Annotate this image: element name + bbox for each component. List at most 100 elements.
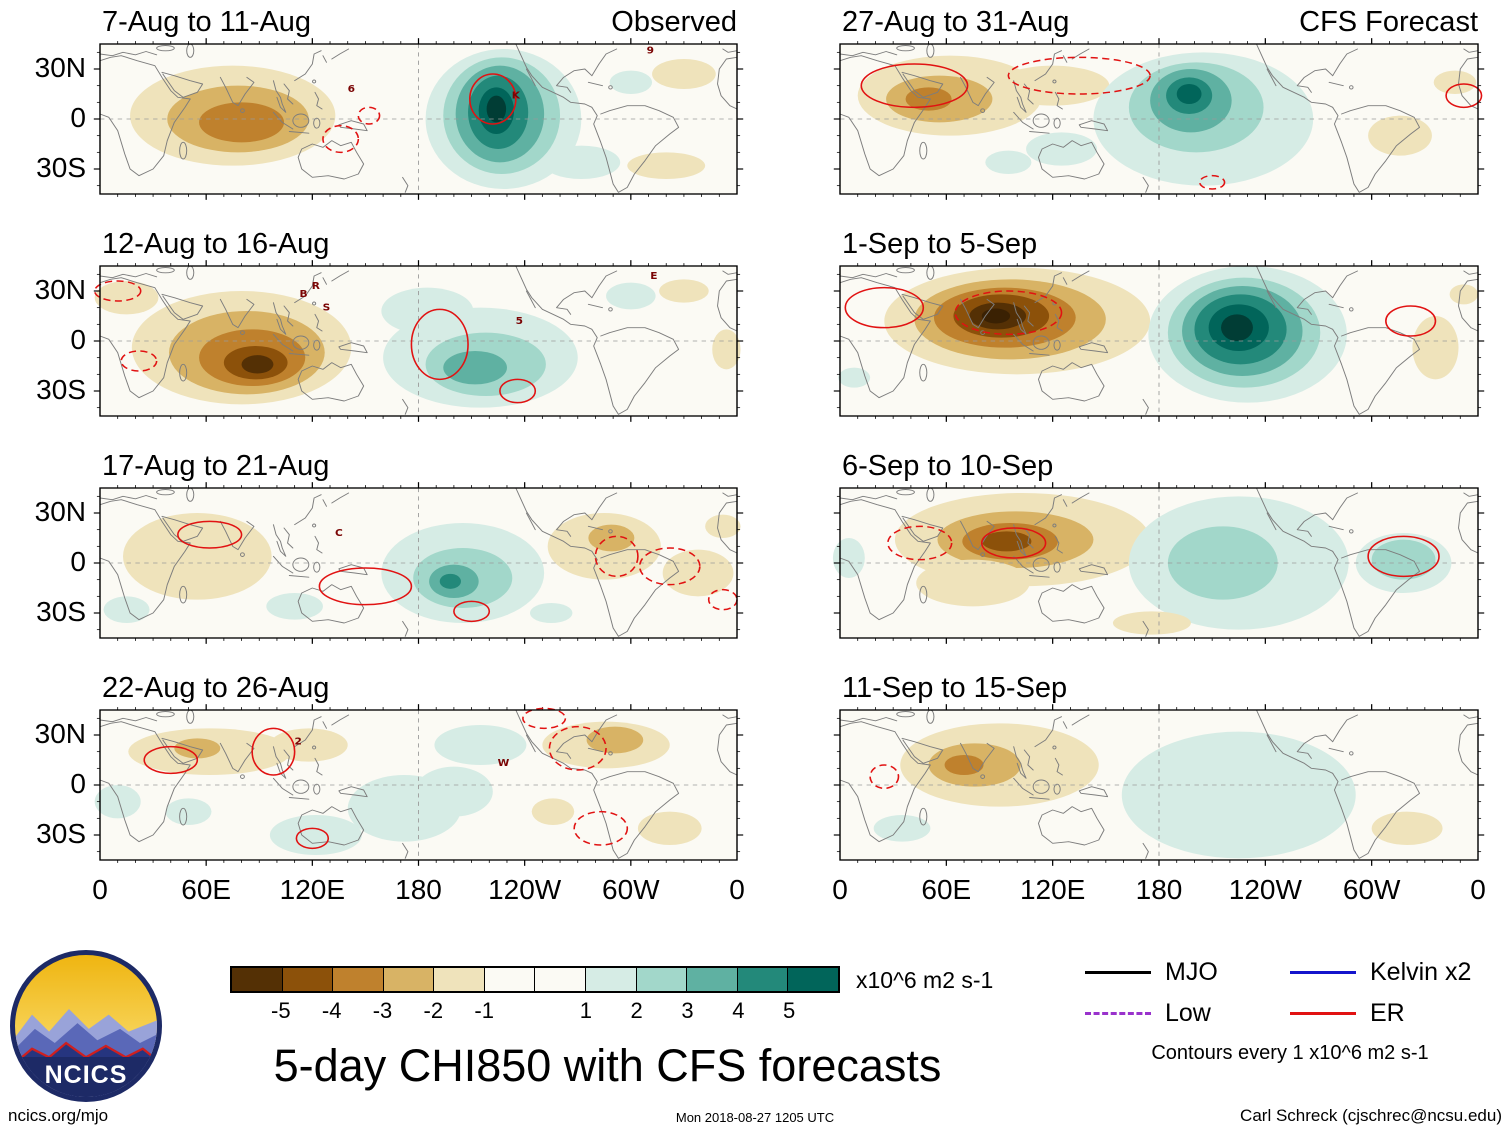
y-tick-label: 30S [36,596,86,627]
column-header-observed: Observed [611,6,737,38]
x-tick-label: 0 [832,874,848,905]
colorbar-units-label: x10^6 m2 s-1 [856,967,994,993]
footer-credit: Carl Schreck (cjschrec@ncsu.edu) [1240,1106,1502,1125]
x-tick-label: 0 [1470,874,1486,905]
panel-title: 7-Aug to 11-Aug [102,6,312,38]
panel-title: 22-Aug to 26-Aug [102,672,330,704]
y-tick-label: 30N [34,718,86,749]
colorbar-tick-label: 3 [681,998,694,1023]
legend-label-kelvin: Kelvin x2 [1370,958,1472,986]
x-tick-label: 120E [279,874,346,905]
x-tick-label: 180 [1135,874,1183,905]
y-tick-label: 30S [36,374,86,405]
x-tick-label: 180 [395,874,442,905]
y-tick-label: 0 [70,324,86,355]
storm-marker: S [323,302,331,314]
legend-item-mjo: MJO [1085,958,1290,987]
colorbar-cell [232,968,283,991]
legend-label-er: ER [1370,999,1405,1027]
colorbar-tick-label: -2 [423,998,444,1023]
storm-marker: 9 [647,45,654,57]
logo-wordmark: NCICS [15,1057,157,1097]
colorbar-cell [535,968,587,991]
x-tick-label: 120E [1019,874,1086,905]
map-panel [833,260,1485,422]
colorbar-cell [383,968,435,991]
panel-title: 27-Aug to 31-Aug [842,6,1070,38]
storm-marker: B [299,289,307,301]
colorbar [230,966,840,993]
y-tick-label: 30N [34,274,86,305]
x-tick-label: 120W [1228,874,1302,905]
ncics-logo: NCICS [10,950,162,1102]
map-panel [833,38,1485,200]
footer-timestamp: Mon 2018-08-27 1205 UTC [675,1110,835,1125]
storm-marker: C [335,527,343,539]
colorbar-cell [484,968,536,991]
map-panel: K 6 9 [93,38,744,200]
colorbar-cell [687,968,738,991]
figure-title: 5-day CHI850 with CFS forecasts [273,1040,942,1091]
x-tick-label: 60E [181,874,232,905]
colorbar-tick-label: 5 [783,998,796,1023]
panel-title: 17-Aug to 21-Aug [102,450,330,482]
colorbar-cell [737,968,789,991]
colorbar-tick-label: -1 [474,998,494,1023]
storm-marker: 6 [348,83,355,95]
panel-title: 11-Sep to 15-Sep [842,672,1068,704]
storm-marker: 2 [294,736,301,748]
colorbar-cell [636,968,688,991]
colorbar-tick-label: -5 [271,998,291,1023]
map-panel: 2W [93,704,744,866]
colorbar-cell [788,968,838,991]
x-tick-label: 0 [729,874,745,905]
y-tick-label: 30S [36,818,86,849]
legend-label-low: Low [1165,999,1211,1027]
x-tick-label: 0 [92,874,108,905]
colorbar-cell [333,968,384,991]
colorbar-tick-label: 4 [732,998,745,1023]
y-tick-label: 30S [36,152,86,183]
mjo-line-sample [1085,971,1151,974]
x-tick-label: 120W [488,874,562,905]
map-panel: C [93,482,744,644]
colorbar-ticks: -5 -4 -3 -2 -1 1 2 3 4 5 [230,998,840,1024]
footer-site-url: ncics.org/mjo [8,1106,109,1125]
colorbar-tick-label: -4 [321,998,342,1023]
legend-item-kelvin: Kelvin x2 [1290,958,1495,987]
colorbar-tick-label: 2 [630,998,643,1023]
y-tick-label: 30N [34,496,86,527]
map-panel [832,482,1485,644]
panel-title: 6-Sep to 10-Sep [842,450,1054,482]
x-tick-label: 60W [1342,874,1401,905]
column-header-forecast: CFS Forecast [1299,6,1478,38]
panel-title: 12-Aug to 16-Aug [102,228,330,260]
colorbar-tick-label: 1 [579,998,592,1023]
low-line-sample [1085,1012,1151,1015]
er-line-sample [1290,1012,1356,1015]
ncics-logo-circle: NCICS [10,950,162,1102]
colorbar-cell [586,968,637,991]
x-tick-label: 60W [602,874,660,905]
storm-marker: W [498,758,510,770]
colorbar-tick-label: -3 [372,998,393,1023]
colorbar-cell [282,968,334,991]
map-panel [833,704,1485,866]
y-tick-label: 0 [70,102,86,133]
y-tick-label: 30N [34,52,86,83]
storm-marker: K [512,90,521,102]
legend-label-mjo: MJO [1165,958,1218,986]
x-tick-label: 60E [921,874,972,905]
map-panel: BRS 5 E [93,260,744,422]
storm-marker: 5 [516,315,523,327]
colorbar-cell [434,968,485,991]
contour-legend: MJO Kelvin x2 Low ER [1085,958,1495,1028]
storm-marker: R [312,280,320,292]
legend-item-low: Low [1085,999,1290,1028]
y-tick-label: 0 [70,768,86,799]
y-tick-label: 0 [70,546,86,577]
kelvin-line-sample [1290,971,1356,974]
legend-item-er: ER [1290,999,1495,1028]
panel-title: 1-Sep to 5-Sep [842,228,1038,260]
